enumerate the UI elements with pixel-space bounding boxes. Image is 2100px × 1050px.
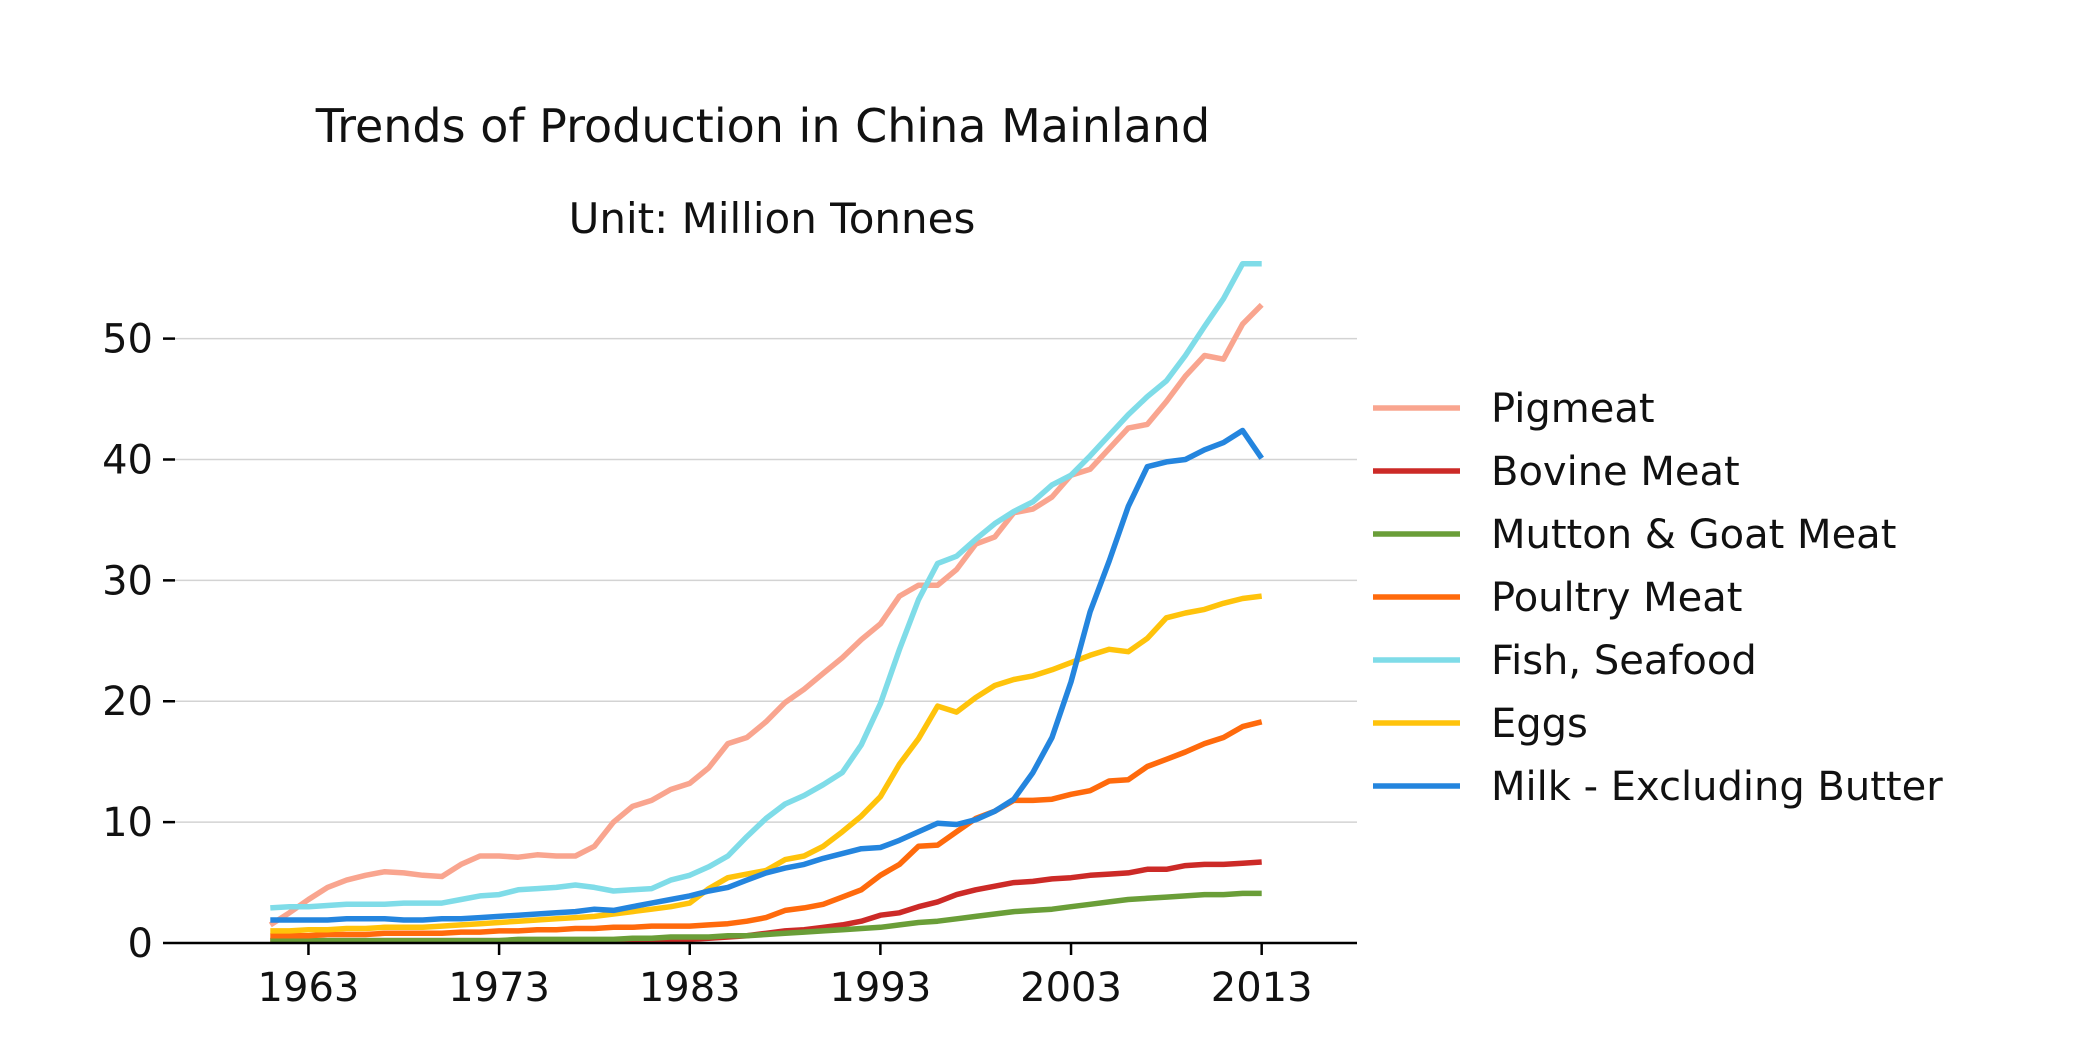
y-tick-label-0: 0 xyxy=(128,921,153,967)
legend: Pigmeat Bovine Meat Mutton & Goat Meat Poul… xyxy=(1373,386,1943,810)
y-tick-label-10: 10 xyxy=(102,800,153,846)
legend-label-mutton-goat-meat: Mutton & Goat Meat xyxy=(1491,512,1896,558)
legend-label-eggs: Eggs xyxy=(1491,701,1588,747)
series-line-eggs xyxy=(270,593,1263,934)
legend-label-milk-excluding-butter: Milk - Excluding Butter xyxy=(1491,764,1943,810)
series-line-milk-excluding-butter xyxy=(270,427,1264,923)
legend-label-pigmeat: Pigmeat xyxy=(1491,386,1655,432)
x-tick-label-1983: 1983 xyxy=(639,965,741,1011)
x-tick-label-1973: 1973 xyxy=(448,965,550,1011)
series-lines xyxy=(268,260,1264,944)
axes: 0 10 20 30 40 50 1963 1973 1983 1993 2003 2013 xyxy=(102,317,1357,1011)
series-line-pigmeat xyxy=(268,302,1264,928)
legend-label-fish-seafood: Fish, Seafood xyxy=(1491,638,1757,684)
series-line-fish-seafood xyxy=(270,260,1262,911)
legend-label-bovine-meat: Bovine Meat xyxy=(1491,449,1740,495)
y-tick-label-40: 40 xyxy=(102,437,153,483)
x-tick-label-2013: 2013 xyxy=(1211,965,1313,1011)
x-tick-label-1963: 1963 xyxy=(258,965,360,1011)
chart-title: Trends of Production in China Mainland xyxy=(315,99,1211,153)
y-tick-label-50: 50 xyxy=(102,317,153,363)
series-line-mutton-goat-meat xyxy=(270,890,1262,944)
chart-subtitle: Unit: Million Tonnes xyxy=(569,194,976,243)
y-tick-label-20: 20 xyxy=(102,679,153,725)
legend-label-poultry-meat: Poultry Meat xyxy=(1491,575,1742,621)
x-tick-label-1993: 1993 xyxy=(829,965,931,1011)
x-tick-label-2003: 2003 xyxy=(1020,965,1122,1011)
gridlines xyxy=(175,337,1357,823)
series-line-poultry-meat xyxy=(270,719,1263,939)
y-tick-label-30: 30 xyxy=(102,558,153,604)
